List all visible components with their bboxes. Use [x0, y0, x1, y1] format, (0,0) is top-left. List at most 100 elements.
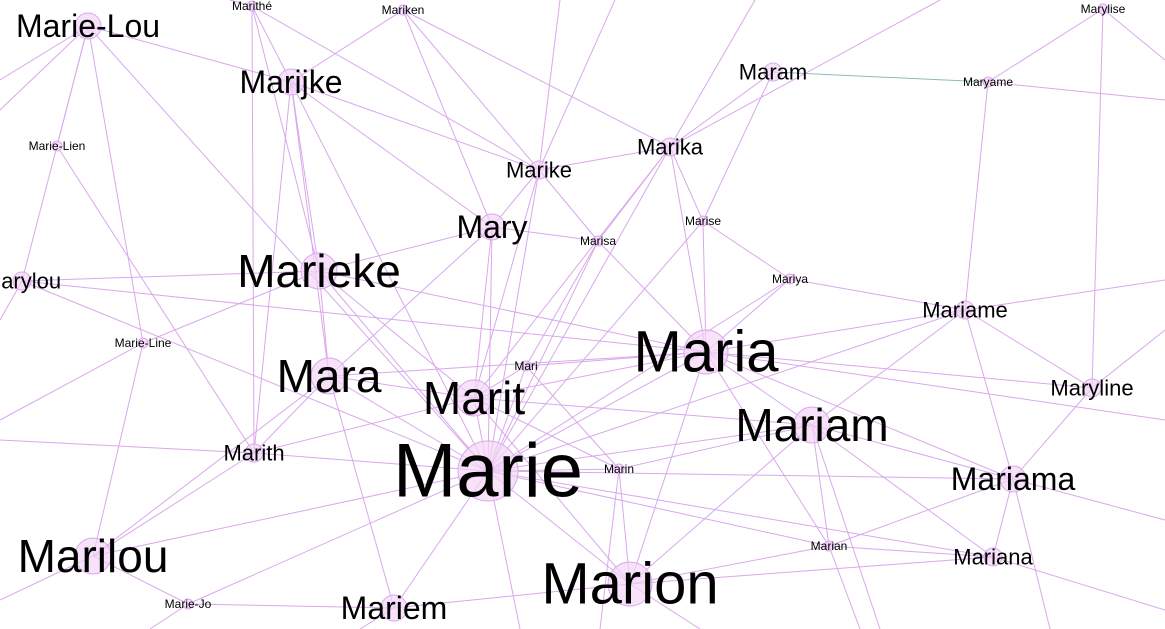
node-marike[interactable]	[529, 160, 549, 180]
node-marise[interactable]	[697, 215, 709, 227]
edge-maria-mariama	[705, 351, 1014, 480]
node-marie-lou[interactable]	[74, 12, 102, 40]
label-mariken[interactable]: Mariken	[382, 3, 425, 17]
node-marion[interactable]	[607, 561, 653, 607]
edge-offscreen-11	[1012, 478, 1165, 521]
label-marise[interactable]: Marise	[685, 214, 721, 228]
label-marith[interactable]: Marith	[223, 441, 284, 466]
edge-maram-maryame	[772, 71, 989, 83]
edge-mariya-marise	[702, 220, 791, 280]
label-marie[interactable]: Marie	[393, 429, 583, 514]
label-maryline[interactable]: Maryline	[1050, 376, 1133, 401]
label-marika[interactable]: Marika	[637, 135, 704, 160]
node-mara[interactable]	[310, 357, 348, 395]
label-mariam[interactable]: Mariam	[735, 399, 888, 451]
node-mariame[interactable]	[955, 300, 975, 320]
label-marisa[interactable]: Marisa	[580, 234, 616, 248]
node-maria[interactable]	[683, 329, 729, 375]
label-marin[interactable]: Marin	[604, 462, 634, 476]
edge-marie-marise	[487, 220, 704, 472]
edge-offscreen-5	[669, 0, 756, 148]
node-marie-jo[interactable]	[182, 598, 194, 610]
label-mary[interactable]: Mary	[456, 209, 527, 245]
label-marie-lien[interactable]: Marie-Lien	[29, 139, 86, 153]
node-mariem[interactable]	[380, 594, 408, 622]
node-marika[interactable]	[660, 137, 680, 157]
edge-marie-lou-marie-line	[87, 25, 144, 344]
edge-marika-mariken	[402, 9, 671, 148]
label-marilou[interactable]: Marilou	[18, 530, 169, 582]
edge-offscreen-20	[705, 351, 1165, 421]
edge-mariama-mariame	[964, 309, 1014, 480]
label-marithe[interactable]: Marithé	[232, 0, 272, 13]
edge-marie-mary	[487, 226, 493, 472]
node-mariken[interactable]	[397, 4, 409, 16]
node-marie-line[interactable]	[137, 337, 149, 349]
edge-marit-marion	[473, 397, 631, 585]
label-maryame[interactable]: Maryame	[963, 75, 1013, 89]
node-marian[interactable]	[823, 540, 835, 552]
label-marian[interactable]: Marian	[811, 539, 848, 553]
node-maram[interactable]	[763, 62, 783, 82]
label-marit[interactable]: Marit	[423, 372, 525, 424]
label-mariem[interactable]: Mariem	[341, 590, 448, 626]
node-marijke[interactable]	[277, 68, 305, 96]
edge-marie-mariama	[487, 470, 1014, 480]
edge-marie-marike	[487, 169, 540, 472]
node-marith[interactable]	[244, 443, 264, 463]
label-marylou[interactable]: Marylou	[0, 269, 61, 294]
label-marion[interactable]: Marion	[541, 552, 718, 617]
edge-marike-marisa	[538, 169, 599, 242]
node-marieke[interactable]	[300, 252, 338, 290]
label-marie-lou[interactable]: Marie-Lou	[16, 8, 160, 44]
edge-mara-mariem	[328, 375, 395, 609]
edge-marika-marisa	[597, 146, 671, 242]
label-layer: Marie-Lou Marithé Mariken Marylise Marijke Ma…	[0, 0, 1134, 626]
label-marie-jo[interactable]: Marie-Jo	[165, 597, 212, 611]
node-maryline[interactable]	[1082, 378, 1102, 398]
node-mari[interactable]	[520, 360, 532, 372]
edge-marion-mariem	[393, 583, 631, 609]
node-marie-lien[interactable]	[51, 140, 63, 152]
label-mari[interactable]: Mari	[514, 359, 537, 373]
edge-offscreen-0	[0, 25, 89, 81]
node-mariya[interactable]	[784, 273, 796, 285]
node-marilou[interactable]	[74, 537, 112, 575]
node-maryame[interactable]	[982, 76, 994, 88]
edge-mara-mary	[328, 226, 493, 377]
label-maria[interactable]: Maria	[633, 320, 779, 385]
node-marithe[interactable]	[246, 0, 258, 12]
node-marisa[interactable]	[592, 235, 604, 247]
edge-mara-marijke	[290, 81, 330, 377]
node-marit[interactable]	[455, 379, 493, 417]
edge-marie-jo-mariem	[187, 603, 395, 609]
edge-marit-marieke	[318, 270, 475, 399]
edge-marieke-marylou	[21, 270, 320, 282]
node-marylise[interactable]	[1097, 3, 1109, 15]
edge-mary-marieke	[318, 226, 493, 272]
label-mariame[interactable]: Mariame	[922, 298, 1008, 323]
label-marylise[interactable]: Marylise	[1081, 2, 1126, 16]
label-marijke[interactable]: Marijke	[239, 64, 342, 100]
label-marike[interactable]: Marike	[506, 158, 572, 183]
label-mariama[interactable]: Mariama	[951, 461, 1076, 497]
node-mariana[interactable]	[983, 547, 1003, 567]
edge-maria-maryline	[705, 351, 1093, 389]
label-marie-line[interactable]: Marie-Line	[115, 336, 172, 350]
node-marylou[interactable]	[12, 271, 32, 291]
node-mariama[interactable]	[999, 465, 1027, 493]
label-marieke[interactable]: Marieke	[237, 245, 401, 297]
edge-mariam-mariana	[811, 424, 994, 558]
edge-marie-marylou	[21, 280, 489, 472]
edge-maria-mariame	[705, 309, 966, 353]
label-mariana[interactable]: Mariana	[953, 545, 1033, 570]
node-mary[interactable]	[478, 213, 506, 241]
node-marie[interactable]	[457, 440, 519, 502]
edge-marilou-mara	[92, 375, 330, 557]
node-marin[interactable]	[613, 463, 625, 475]
label-maram[interactable]: Maram	[739, 60, 807, 85]
node-mariam[interactable]	[793, 406, 831, 444]
label-mara[interactable]: Mara	[277, 350, 382, 402]
label-mariya[interactable]: Mariya	[772, 272, 808, 286]
edge-mariam-marian	[811, 424, 830, 547]
